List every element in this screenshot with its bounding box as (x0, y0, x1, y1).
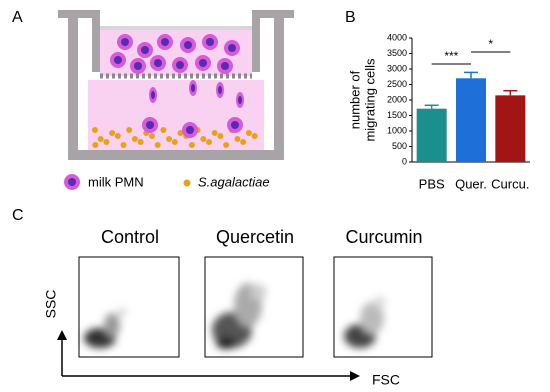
bacterium (223, 142, 230, 148)
panel-label: B (345, 9, 356, 26)
cell-nucleus (218, 86, 222, 94)
cell-nucleus (186, 126, 194, 134)
cell-nucleus (231, 121, 239, 129)
bacterium (149, 133, 155, 139)
y-axis-label: number of (347, 70, 362, 129)
x-tick-label: Curcu. (491, 176, 529, 191)
cell-nucleus (199, 59, 207, 67)
bacterium (97, 136, 104, 142)
cell-nucleus (154, 59, 162, 67)
bacterium (120, 142, 127, 148)
cell-nucleus (146, 121, 154, 129)
cell-nucleus (141, 46, 149, 54)
y-tick-label: 4000 (387, 32, 407, 42)
cell-nucleus (221, 62, 229, 70)
y-tick-label: 2500 (387, 79, 407, 89)
cell-nucleus (114, 56, 122, 64)
cell-nucleus (176, 61, 184, 69)
cell-nucleus (206, 38, 214, 46)
y-tick-label: 1000 (387, 125, 407, 135)
y-tick-label: 3500 (387, 48, 407, 58)
transwell-diagram (58, 10, 294, 160)
bar (416, 108, 447, 162)
cell-nucleus (161, 38, 169, 46)
y-tick-label: 1500 (387, 110, 407, 120)
y-tick-label: 0 (402, 156, 407, 166)
bacterium (177, 130, 184, 136)
cell-nucleus (238, 96, 242, 104)
panel-label: C (12, 207, 24, 224)
plot-title: Control (101, 227, 159, 247)
cell-nucleus (184, 41, 192, 49)
bacterium (154, 142, 161, 148)
plot-title: Quercetin (216, 227, 294, 247)
significance-label: * (488, 37, 493, 51)
y-tick-label: 2000 (387, 94, 407, 104)
bacterium (217, 133, 224, 139)
bacterium (160, 127, 167, 133)
bacterium (114, 133, 121, 139)
legend: milk PMN S.agalactiae (64, 174, 270, 190)
bacterium (92, 142, 99, 148)
bacterium (166, 136, 173, 142)
y-tick-label: 500 (392, 141, 407, 151)
bar-chart: 0 500 1000 1500 2000 2500 3000 3500 4000 number o… (347, 32, 530, 191)
panel-label: A (12, 9, 23, 26)
cell-nucleus (134, 62, 142, 70)
legend-label: S.agalactiae (198, 174, 270, 189)
bacterium (245, 130, 252, 136)
bacterium (206, 139, 212, 145)
bacterium (92, 127, 98, 133)
bacterium (211, 130, 218, 136)
cell-nucleus (121, 38, 129, 46)
legend-label: milk PMN (88, 174, 144, 189)
bacterium (103, 139, 110, 145)
x-tick-label: PBS (419, 176, 445, 191)
x-tick-label: Quer. (455, 176, 487, 191)
bar (495, 95, 526, 162)
significance-label: *** (444, 49, 458, 63)
bacterium (109, 130, 116, 136)
plot-title: Curcumin (345, 227, 422, 247)
bacterium (234, 136, 241, 142)
bacterium (126, 127, 133, 133)
bacterium (200, 136, 207, 142)
bacterium (240, 139, 247, 145)
y-axis-label: migrating cells (362, 58, 377, 142)
cell-nucleus (191, 84, 195, 92)
bacterium (188, 142, 195, 148)
bacterium (131, 136, 138, 142)
axis-label: SSC (43, 290, 59, 319)
bacterium (137, 139, 144, 145)
bacterium (171, 139, 178, 145)
axis-label: FSC (372, 372, 400, 388)
y-tick-label: 3000 (387, 63, 407, 73)
cell-nucleus (228, 44, 236, 52)
bacterium (251, 133, 258, 139)
bar (456, 78, 486, 162)
cell-nucleus (151, 91, 155, 99)
flow-panels: Control Quercetin Curcumin SSC FSC (43, 227, 433, 388)
